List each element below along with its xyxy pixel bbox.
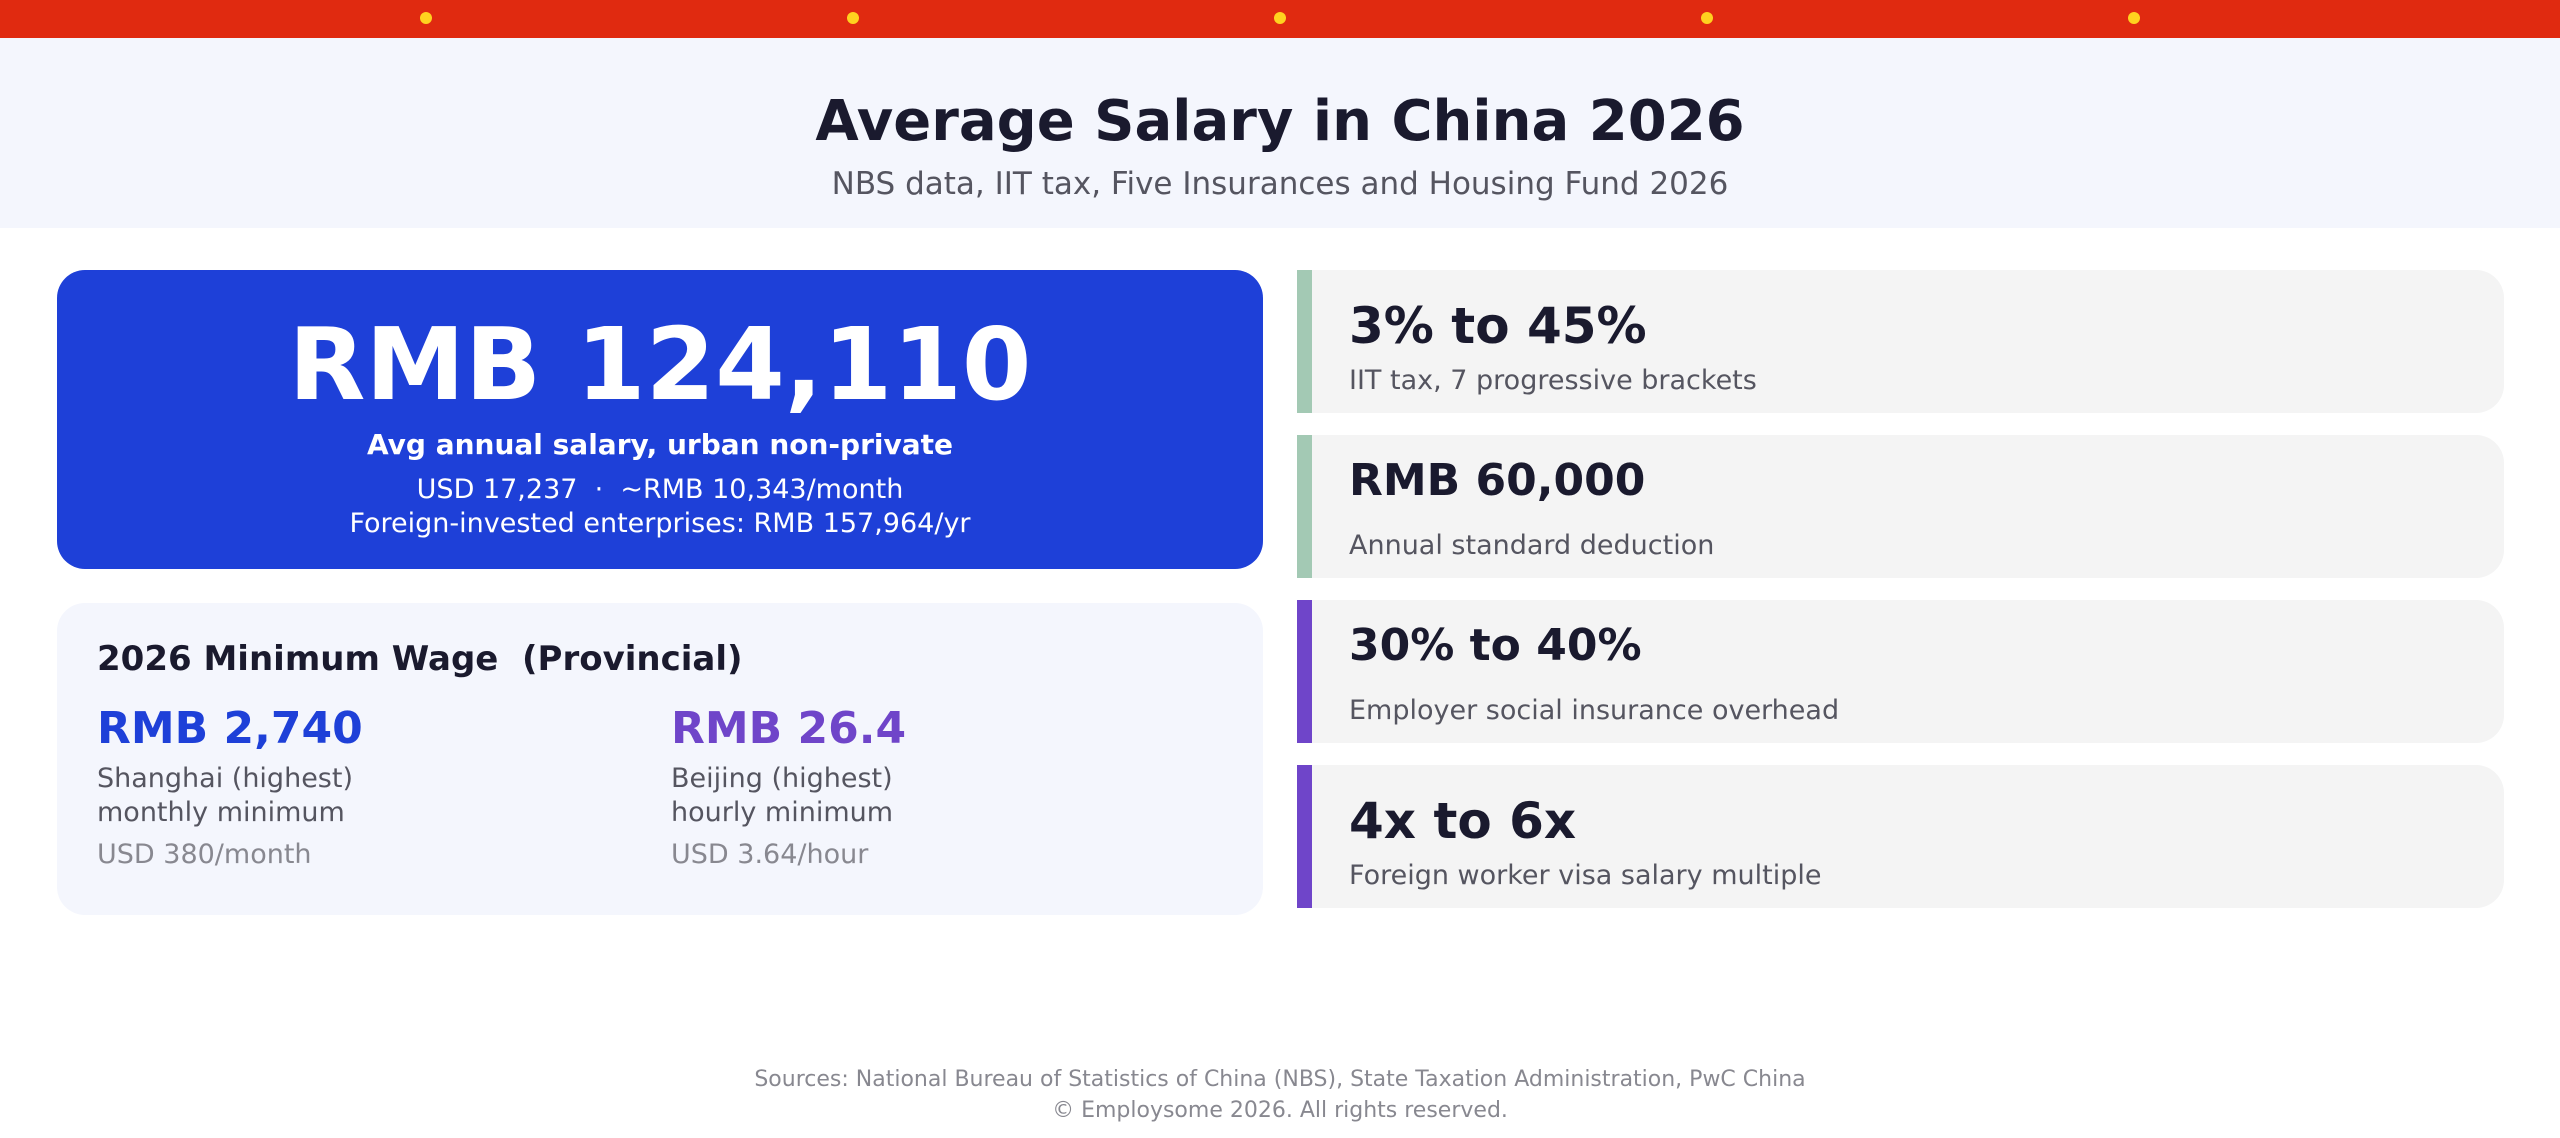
minimum-wage-description: Shanghai (highest) monthly minimum [97, 762, 617, 831]
stat-description: IIT tax, 7 progressive brackets [1349, 365, 1757, 396]
page-header: Average Salary in China 2026 NBS data, I… [0, 38, 2560, 228]
stat-description: Foreign worker visa salary multiple [1349, 860, 1822, 891]
stat-value: 3% to 45% [1349, 297, 1647, 355]
minimum-wage-period: monthly minimum [97, 797, 345, 829]
star-icon [420, 12, 432, 24]
stat-card-standard-deduction: RMB 60,000 Annual standard deduction [1297, 435, 2504, 578]
foreign-enterprise-salary: Foreign-invested enterprises: RMB 157,96… [349, 508, 971, 539]
minimum-wage-period: hourly minimum [671, 797, 894, 829]
stat-value: RMB 60,000 [1349, 455, 1646, 506]
star-icon [2128, 12, 2140, 24]
stat-description: Employer social insurance overhead [1349, 695, 1840, 726]
stat-description: Annual standard deduction [1349, 530, 1715, 561]
star-icon [847, 12, 859, 24]
stat-card-iit-tax: 3% to 45% IIT tax, 7 progressive bracket… [1297, 270, 2504, 413]
star-icon [1274, 12, 1286, 24]
footer-copyright: © Employsome 2026. All rights reserved. [1052, 1098, 1508, 1123]
minimum-wage-description: Beijing (highest) hourly minimum [671, 762, 1191, 831]
minimum-wage-item-beijing: RMB 26.4 Beijing (highest) hourly minimu… [671, 703, 1191, 871]
stat-accent-bar [1297, 765, 1312, 908]
average-salary-value: RMB 124,110 [288, 306, 1032, 423]
minimum-wage-item-shanghai: RMB 2,740 Shanghai (highest) monthly min… [97, 703, 617, 871]
stat-card-visa-multiple: 4x to 6x Foreign worker visa salary mult… [1297, 765, 2504, 908]
minimum-wage-region: Beijing (highest) [671, 762, 893, 794]
minimum-wage-value: RMB 26.4 [671, 703, 907, 754]
stat-value: 30% to 40% [1349, 620, 1642, 671]
minimum-wage-usd: USD 3.64/hour [671, 838, 869, 870]
minimum-wage-title: 2026 Minimum Wage (Provincial) [97, 639, 743, 679]
minimum-wage-card: 2026 Minimum Wage (Provincial) RMB 2,740… [57, 603, 1263, 915]
minimum-wage-value: RMB 2,740 [97, 703, 363, 754]
star-icon [1701, 12, 1713, 24]
page-subtitle: NBS data, IIT tax, Five Insurances and H… [831, 166, 1729, 202]
footer-sources: Sources: National Bureau of Statistics o… [754, 1067, 1806, 1092]
stat-accent-bar [1297, 600, 1312, 743]
stat-value: 4x to 6x [1349, 792, 1577, 850]
stat-accent-bar [1297, 270, 1312, 413]
minimum-wage-region: Shanghai (highest) [97, 762, 353, 794]
page-title: Average Salary in China 2026 [815, 89, 1745, 154]
flag-banner [0, 0, 2560, 38]
stat-accent-bar [1297, 435, 1312, 578]
average-salary-card: RMB 124,110 Avg annual salary, urban non… [57, 270, 1263, 569]
minimum-wage-usd: USD 380/month [97, 838, 312, 870]
stat-card-social-insurance: 30% to 40% Employer social insurance ove… [1297, 600, 2504, 743]
average-salary-usd: USD 17,237 · ~RMB 10,343/month [416, 474, 904, 505]
average-salary-label: Avg annual salary, urban non-private [366, 428, 954, 461]
